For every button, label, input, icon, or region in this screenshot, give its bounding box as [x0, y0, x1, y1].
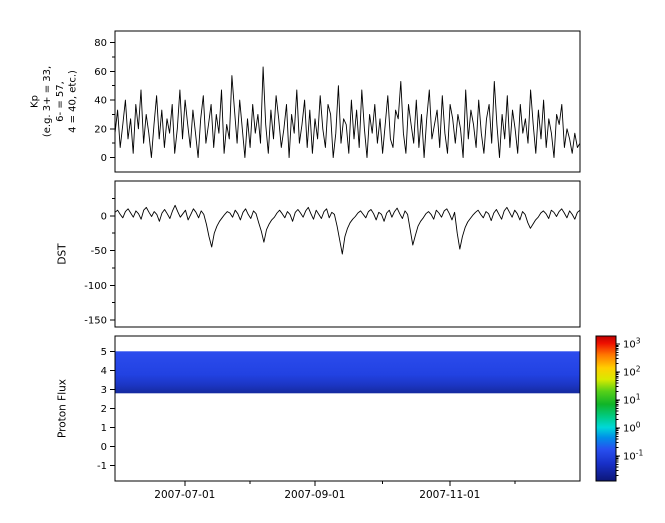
kp-series-line	[114, 66, 581, 159]
kp-axis-label-line: 4 = 40, etc.)	[67, 70, 78, 133]
colorbar-gradient	[596, 336, 616, 481]
proton_flux-y-tick-label: 3	[101, 385, 107, 396]
x-tick-label: 2007-11-01	[419, 489, 480, 501]
proton_flux-axis-label-line: Proton Flux	[57, 379, 69, 438]
colorbar-tick-label: 102	[623, 365, 641, 379]
kp-y-tick-label: 60	[94, 67, 107, 78]
dst-y-tick-label: -150	[84, 316, 107, 327]
proton_flux-y-tick-label: -1	[97, 461, 107, 472]
proton_flux-heatmap-band	[115, 351, 580, 394]
kp-axis-label-line: Kp	[30, 95, 41, 108]
proton_flux-y-tick-label: 2	[101, 404, 107, 415]
proton_flux-y-tick-label: 5	[101, 347, 107, 358]
kp-y-tick-label: 80	[94, 38, 107, 49]
proton_flux-y-tick-label: 0	[101, 442, 107, 453]
dst-panel-frame	[114, 180, 581, 328]
proton_flux-y-tick-label: 4	[101, 366, 107, 377]
dst-y-tick-label: 0	[101, 211, 107, 222]
kp-y-tick-label: 0	[101, 153, 107, 164]
dst-axis-label-line: DST	[57, 243, 69, 265]
dst-y-tick-label: -50	[91, 246, 107, 257]
kp-panel-frame	[114, 30, 581, 173]
colorbar-tick-label: 100	[623, 420, 641, 434]
x-tick-label: 2007-09-01	[284, 489, 345, 501]
dst-axis-label: DST	[57, 243, 69, 265]
kp-axis-label-line: 6- = 57,	[55, 81, 66, 122]
colorbar-tick-label: 10-1	[623, 448, 643, 462]
x-tick-label: 2007-07-01	[154, 489, 215, 501]
kp-axis-label-line: (e.g. 3+ = 33,	[42, 66, 53, 137]
colorbar-tick-label: 101	[623, 392, 641, 406]
dst-series-line	[114, 204, 581, 255]
dst-y-tick-label: -100	[84, 281, 107, 292]
kp-y-tick-label: 40	[94, 96, 107, 107]
kp-y-tick-label: 20	[94, 124, 107, 135]
kp-axis-label: Kp (e.g. 3+ = 33, 6- = 57, 4 = 40, etc.)	[30, 66, 79, 137]
colorbar-tick-label: 103	[623, 337, 641, 351]
proton_flux-axis-label: Proton Flux	[57, 379, 69, 438]
proton_flux-y-tick-label: 1	[101, 423, 107, 434]
